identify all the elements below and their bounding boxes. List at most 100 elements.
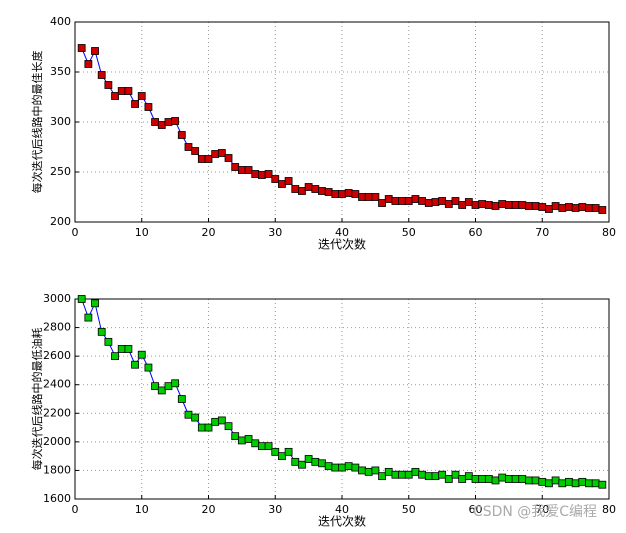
marker [545,479,553,488]
marker [424,472,433,481]
marker [331,463,340,472]
marker [451,470,460,479]
marker [197,423,206,432]
x-tick-label: 30 [268,226,282,239]
marker [291,457,300,466]
marker [484,475,493,483]
marker [558,204,567,212]
x-axis-label: 迭代次数 [318,514,366,529]
marker [137,92,146,100]
x-tick-label: 20 [202,503,216,516]
x-tick-label: 70 [535,226,549,239]
marker [211,417,220,426]
marker [304,455,313,463]
marker [224,154,233,162]
marker [538,203,547,211]
y-tick-label: 2400 [43,378,71,391]
y-tick-label: 1800 [43,463,71,476]
marker [111,92,119,100]
marker [478,200,487,208]
marker [511,201,520,209]
marker [284,447,293,456]
axes-frame [74,298,610,500]
marker [471,201,480,209]
x-tick-label: 0 [72,503,79,516]
x-tick-label: 20 [202,226,216,239]
marker [318,459,326,468]
y-tick-label: 2600 [43,349,71,362]
marker [131,360,139,369]
marker [331,190,340,198]
marker [217,416,226,425]
marker [311,185,320,193]
marker [211,150,220,158]
marker [137,350,146,359]
marker [531,476,540,485]
marker [191,147,200,155]
marker [411,467,420,476]
marker [565,203,573,211]
marker [531,202,540,210]
x-tick-label: 40 [335,503,349,516]
marker [184,410,193,419]
x-tick-label: 50 [402,503,416,516]
marker [404,197,413,205]
marker [591,479,600,488]
marker [358,193,366,201]
marker [131,100,139,108]
marker [591,204,600,212]
x-tick-label: 80 [602,503,616,516]
marker [444,200,453,208]
marker [498,473,507,482]
marker [391,197,400,205]
marker [77,295,86,303]
marker [518,201,527,209]
marker [538,477,547,486]
marker [84,60,93,68]
marker [484,201,493,209]
marker [338,190,346,198]
marker [151,382,160,391]
marker [91,47,99,55]
marker [364,193,373,201]
y-tick-label: 300 [50,115,71,128]
marker [204,423,213,432]
marker [451,197,460,205]
marker [304,183,313,191]
marker [351,190,360,198]
marker [117,345,126,353]
marker [571,479,580,488]
marker [398,197,406,205]
y-tick-label: 2200 [43,406,71,419]
marker [231,163,240,171]
marker [431,198,440,206]
marker [84,313,93,322]
marker [464,472,473,481]
marker [565,477,573,486]
x-tick-label: 10 [135,226,149,239]
marker [97,327,106,336]
x-tick-label: 30 [268,503,282,516]
marker [164,382,173,391]
y-tick-label: 2000 [43,435,71,448]
marker [338,463,346,472]
x-axis-label: 迭代次数 [318,237,366,252]
marker [91,299,99,308]
y-tick-label: 350 [50,65,71,78]
watermark: CSDN @我爱C编程 [473,504,597,520]
marker [237,166,246,174]
y-tick-label: 200 [50,215,71,228]
marker [438,470,447,479]
marker [264,442,273,451]
marker [318,187,326,195]
marker [244,166,253,174]
y-tick-label: 3000 [43,292,71,305]
marker [464,198,473,206]
marker [284,177,293,185]
x-tick-label: 60 [469,226,483,239]
x-tick-label: 40 [335,226,349,239]
marker [171,117,180,125]
marker [438,197,447,205]
marker [278,452,286,461]
marker [571,204,580,212]
